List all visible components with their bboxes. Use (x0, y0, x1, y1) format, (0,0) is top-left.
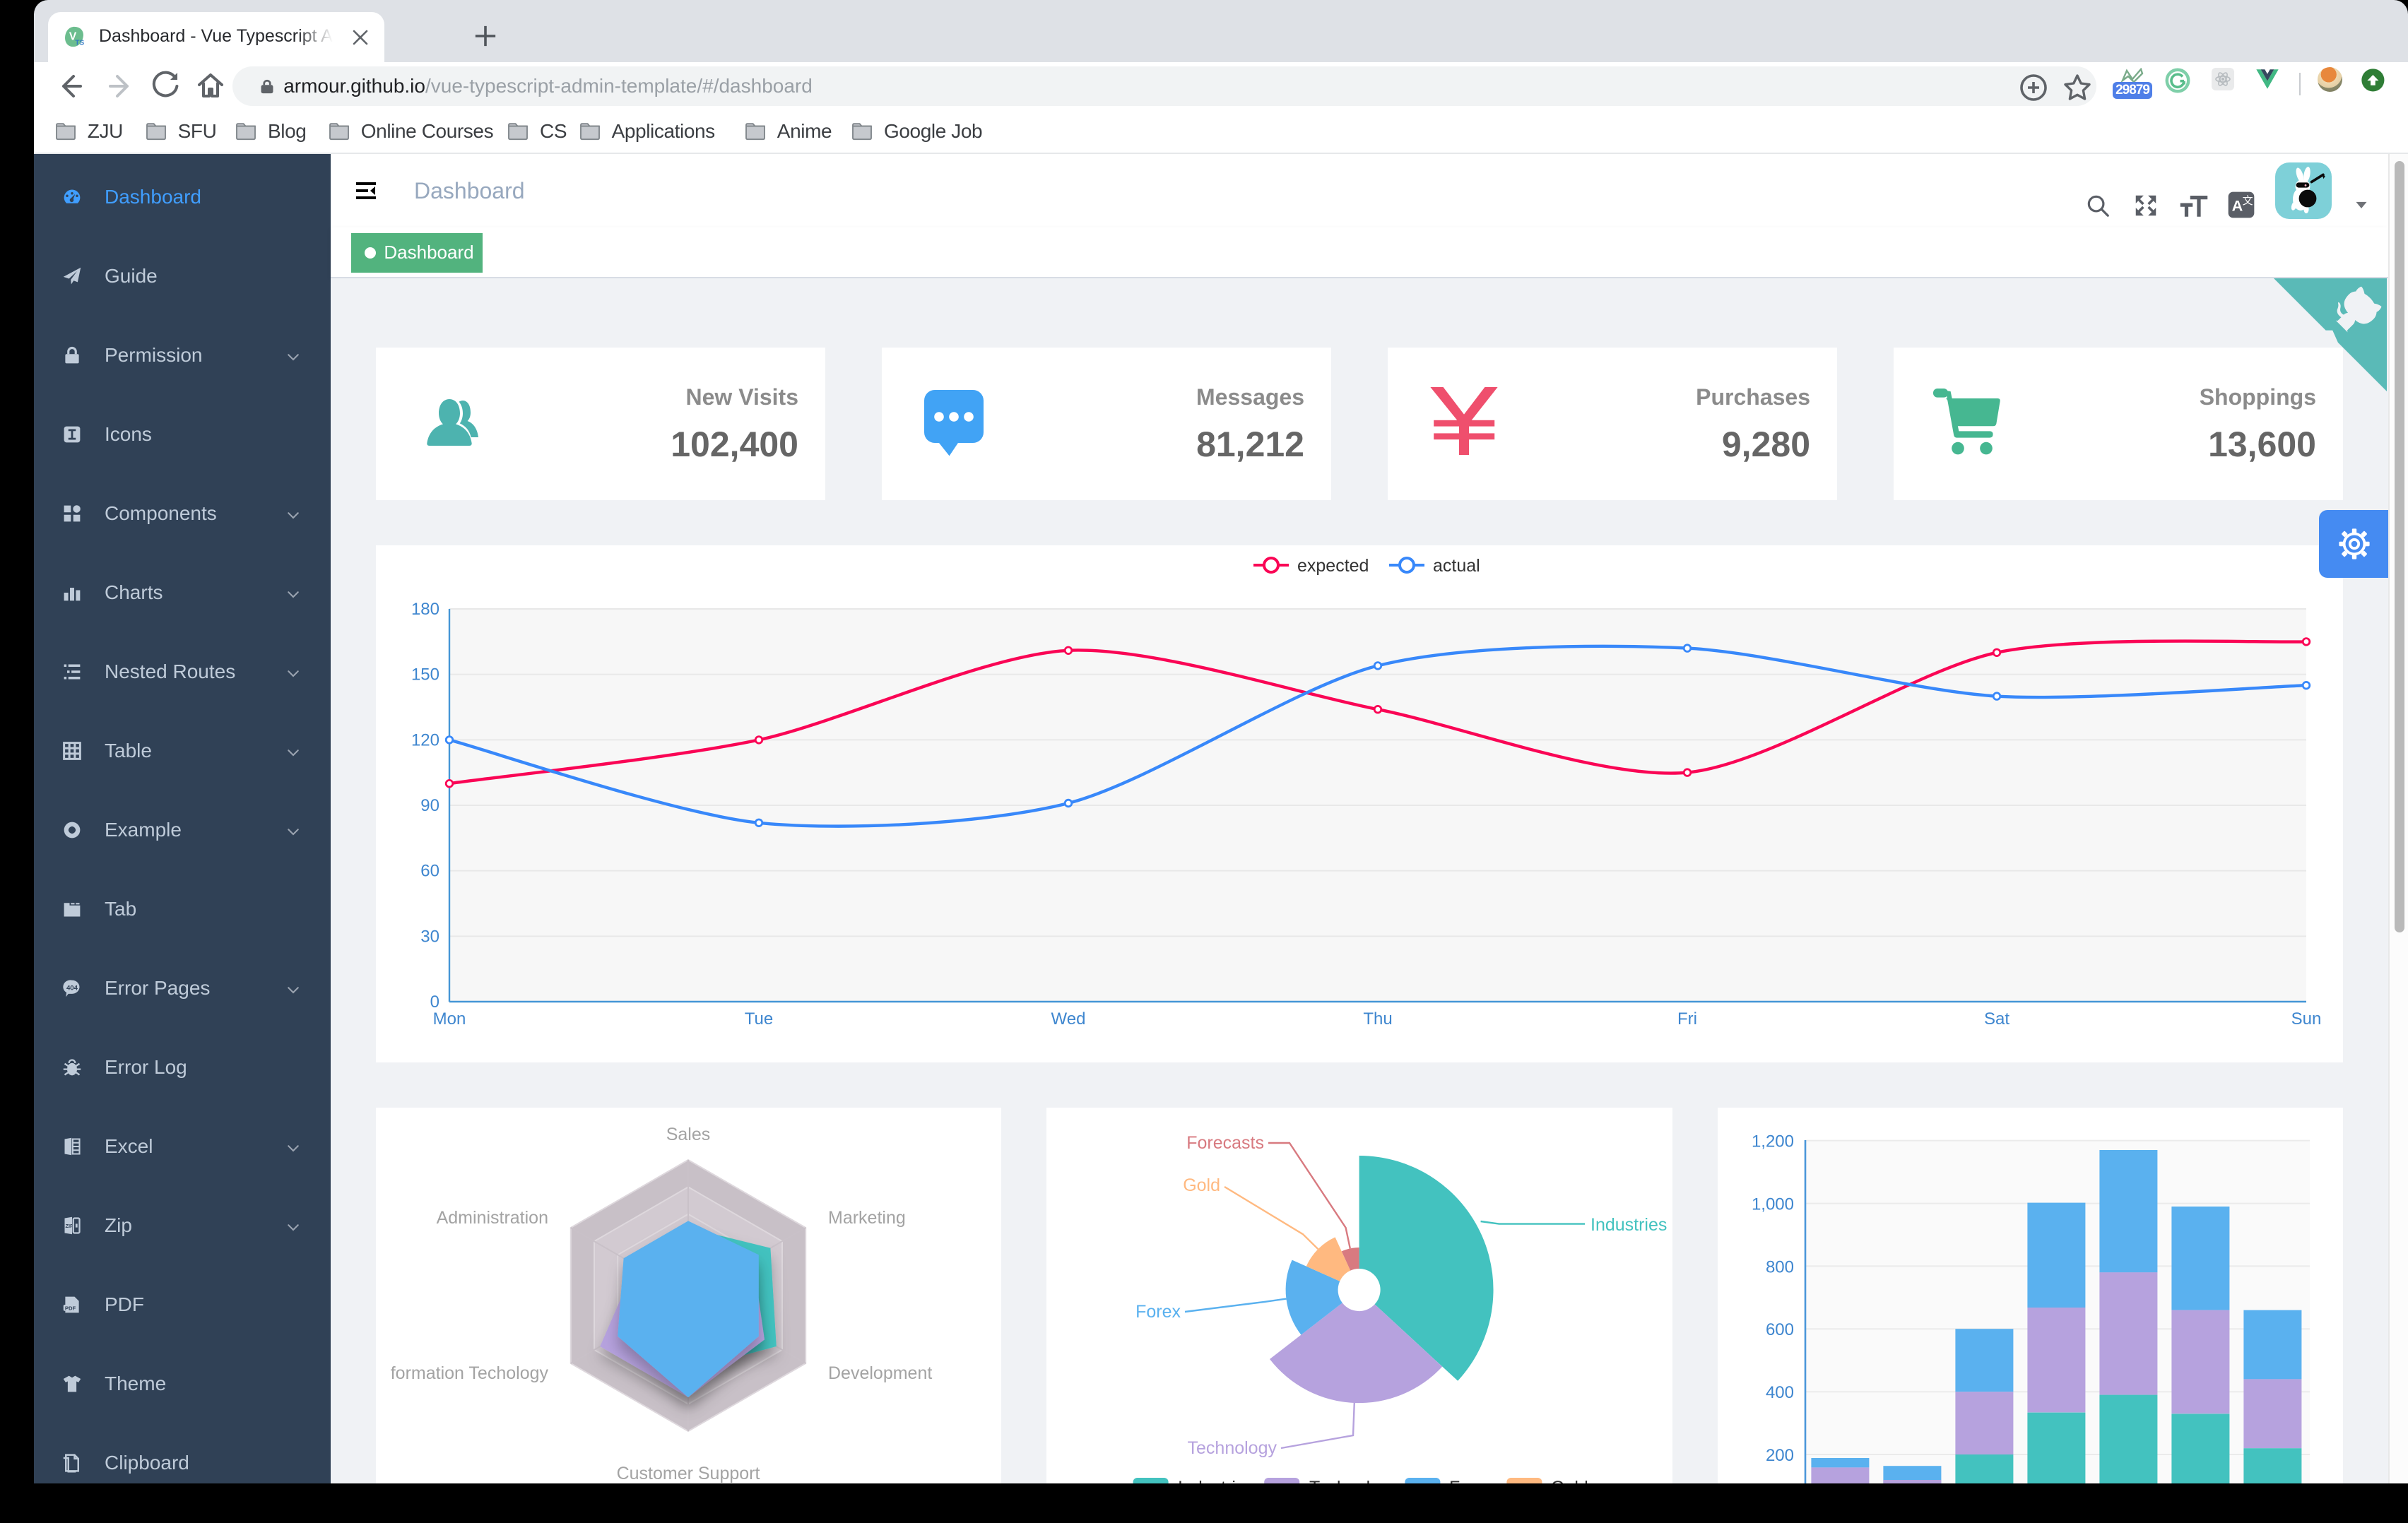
svg-text:V: V (69, 30, 77, 42)
svg-text:Industries: Industries (1590, 1215, 1667, 1235)
svg-text:Gold: Gold (1551, 1478, 1588, 1483)
svg-text:TS: TS (75, 39, 84, 47)
svg-text:120: 120 (411, 730, 439, 749)
svg-text:Development: Development (828, 1363, 932, 1383)
svg-text:Sat: Sat (1984, 1009, 2009, 1029)
svg-text:60: 60 (420, 862, 439, 881)
svg-text:90: 90 (420, 796, 439, 815)
svg-text:Forecasts: Forecasts (1187, 1133, 1265, 1153)
svg-text:Sun: Sun (2291, 1009, 2322, 1029)
svg-text:600: 600 (1766, 1320, 1794, 1339)
svg-text:formation Techology: formation Techology (391, 1363, 549, 1383)
svg-text:1,000: 1,000 (1752, 1195, 1794, 1214)
svg-text:Thu: Thu (1363, 1009, 1392, 1029)
svg-text:404: 404 (66, 985, 78, 992)
svg-text:30: 30 (420, 927, 439, 946)
svg-text:400: 400 (1766, 1383, 1794, 1402)
svg-text:expected: expected (1297, 556, 1369, 576)
svg-text:0: 0 (430, 992, 439, 1012)
svg-text:PDF: PDF (65, 1305, 76, 1311)
svg-text:Gold: Gold (1184, 1175, 1221, 1195)
svg-text:Administration: Administration (437, 1208, 548, 1228)
svg-text:Wed: Wed (1051, 1009, 1086, 1029)
svg-text:800: 800 (1766, 1257, 1794, 1276)
svg-text:Technology: Technology (1309, 1478, 1399, 1483)
svg-text:Forex: Forex (1449, 1478, 1494, 1483)
svg-text:Tue: Tue (745, 1009, 773, 1029)
svg-text:180: 180 (411, 600, 439, 619)
svg-text:150: 150 (411, 665, 439, 685)
svg-text:A: A (2232, 196, 2243, 214)
svg-text:Forex: Forex (1135, 1302, 1181, 1322)
svg-text:Mon: Mon (433, 1009, 466, 1029)
svg-text:actual: actual (1433, 556, 1480, 576)
svg-text:Sales: Sales (666, 1125, 711, 1144)
svg-text:Marketing: Marketing (828, 1208, 906, 1228)
svg-text:文: 文 (2243, 195, 2253, 207)
svg-text:Industries: Industries (1178, 1478, 1254, 1483)
svg-text:Fri: Fri (1677, 1009, 1697, 1029)
svg-text:200: 200 (1766, 1446, 1794, 1465)
svg-text:ZIP: ZIP (66, 1223, 74, 1229)
svg-text:1,200: 1,200 (1752, 1132, 1794, 1151)
svg-text:Technology: Technology (1188, 1438, 1277, 1458)
svg-text:Customer Support: Customer Support (617, 1464, 760, 1483)
